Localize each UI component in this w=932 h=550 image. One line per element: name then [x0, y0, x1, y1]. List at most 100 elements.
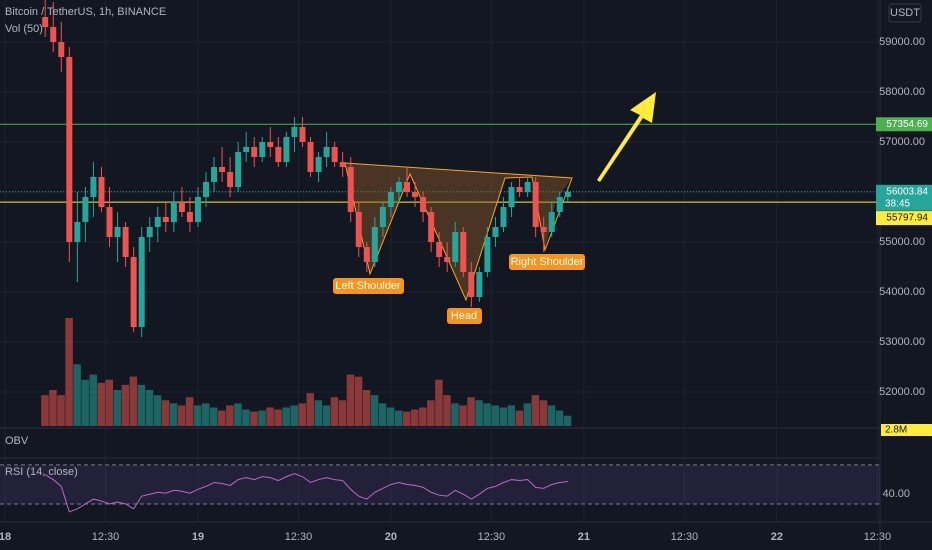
pattern-outline	[344, 162, 573, 302]
obv-value: 2.8M	[885, 425, 907, 436]
x-tick-label: 21	[578, 531, 590, 543]
price-badge	[876, 211, 932, 226]
volume-bar	[177, 405, 186, 426]
volume-bar	[145, 390, 154, 426]
volume-bar	[97, 382, 105, 426]
y-tick-label: 53000.00	[879, 336, 925, 348]
volume-bar	[499, 407, 507, 426]
price-badge-label: 55797.94	[886, 213, 928, 224]
candle-body	[315, 157, 322, 172]
candle-body	[58, 42, 65, 57]
volume-bar	[113, 390, 122, 426]
pattern-fill	[345, 163, 572, 300]
y-tick-label: 54000.00	[879, 286, 925, 298]
volume-bar	[49, 390, 57, 426]
candle-body	[98, 177, 105, 207]
currency[interactable]: USDT	[890, 7, 920, 19]
x-tick-label: 19	[192, 531, 204, 543]
x-tick-label: 18	[0, 531, 11, 543]
last-price-label: 56003.84	[886, 186, 928, 197]
countdown: 38:45	[885, 198, 910, 209]
volume-bar	[306, 393, 315, 426]
volume-bar	[57, 395, 65, 426]
volume-bar	[73, 364, 81, 426]
volume-bar	[346, 374, 355, 426]
volume-bar	[298, 403, 306, 426]
candle-body	[194, 197, 201, 222]
candle-body	[186, 212, 193, 222]
candle-body	[259, 142, 266, 157]
obv-label: OBV	[5, 435, 29, 447]
candle-body	[106, 207, 113, 237]
x-tick-label: 12:30	[864, 531, 892, 543]
candle-body	[178, 202, 185, 212]
volume-bar	[290, 405, 298, 426]
volume-bar	[250, 411, 258, 426]
volume-bar	[234, 403, 242, 426]
volume-label: Vol (50)	[5, 23, 43, 35]
candle-body	[387, 192, 394, 207]
y-tick-label: 58000.00	[879, 86, 925, 98]
candle-body	[468, 272, 475, 297]
candle-body	[114, 227, 121, 237]
price-badge	[876, 117, 932, 132]
candle-body	[331, 147, 338, 162]
volume-bar	[435, 379, 443, 426]
candle-body	[379, 207, 386, 227]
candle-body	[484, 237, 491, 272]
volume-bar	[274, 409, 282, 426]
volume-bar	[539, 400, 548, 426]
volume-bar	[153, 395, 162, 426]
candle-body	[275, 147, 282, 162]
annotation-box	[509, 254, 585, 270]
candle-body	[227, 172, 234, 187]
candle-body	[436, 242, 443, 257]
candle-body	[500, 207, 507, 227]
volume-bar	[467, 397, 475, 426]
volume-bar	[370, 395, 379, 426]
volume-bar	[65, 318, 73, 426]
candle-body	[283, 137, 290, 162]
candle-body	[532, 182, 539, 227]
currency-box[interactable]	[888, 3, 922, 23]
candle-body	[66, 57, 73, 242]
volume-bar	[451, 403, 459, 426]
x-tick-label: 12:30	[478, 531, 506, 543]
candle-body	[162, 217, 169, 222]
candle-body	[307, 142, 314, 172]
volume-bar	[403, 411, 411, 426]
volume-bar	[89, 374, 97, 426]
volume-bar	[266, 407, 274, 426]
volume-bar	[258, 410, 266, 426]
obv-badge	[881, 424, 932, 436]
y-tick-label: 52000.00	[879, 386, 925, 398]
candle-body	[404, 182, 410, 192]
candle-body	[50, 27, 57, 42]
volume-bar	[202, 403, 210, 426]
volume-bar	[523, 403, 532, 426]
volume-bar	[531, 395, 540, 426]
candle-body	[138, 237, 145, 327]
arrow	[597, 92, 656, 182]
candle-body	[516, 187, 523, 192]
candle-body	[524, 182, 531, 192]
volume-bar	[210, 407, 218, 426]
candle-body	[476, 272, 483, 297]
candle-body	[355, 212, 362, 247]
candle-body	[548, 212, 555, 232]
annotation-box	[333, 278, 404, 294]
annotation: Right Shoulder	[511, 256, 584, 268]
candle-body	[323, 147, 330, 157]
volume-bar	[362, 390, 371, 426]
volume-bar	[427, 400, 435, 426]
candle-body	[235, 152, 242, 187]
last-price-badge	[876, 184, 932, 211]
volume-bar	[242, 409, 250, 426]
volume-bar	[185, 397, 194, 426]
candle-body	[395, 182, 402, 192]
candle-body	[211, 167, 218, 182]
volume-bar	[41, 395, 49, 426]
volume-bar	[555, 410, 564, 426]
volume-bar	[121, 384, 130, 426]
volume-bar	[507, 405, 516, 426]
